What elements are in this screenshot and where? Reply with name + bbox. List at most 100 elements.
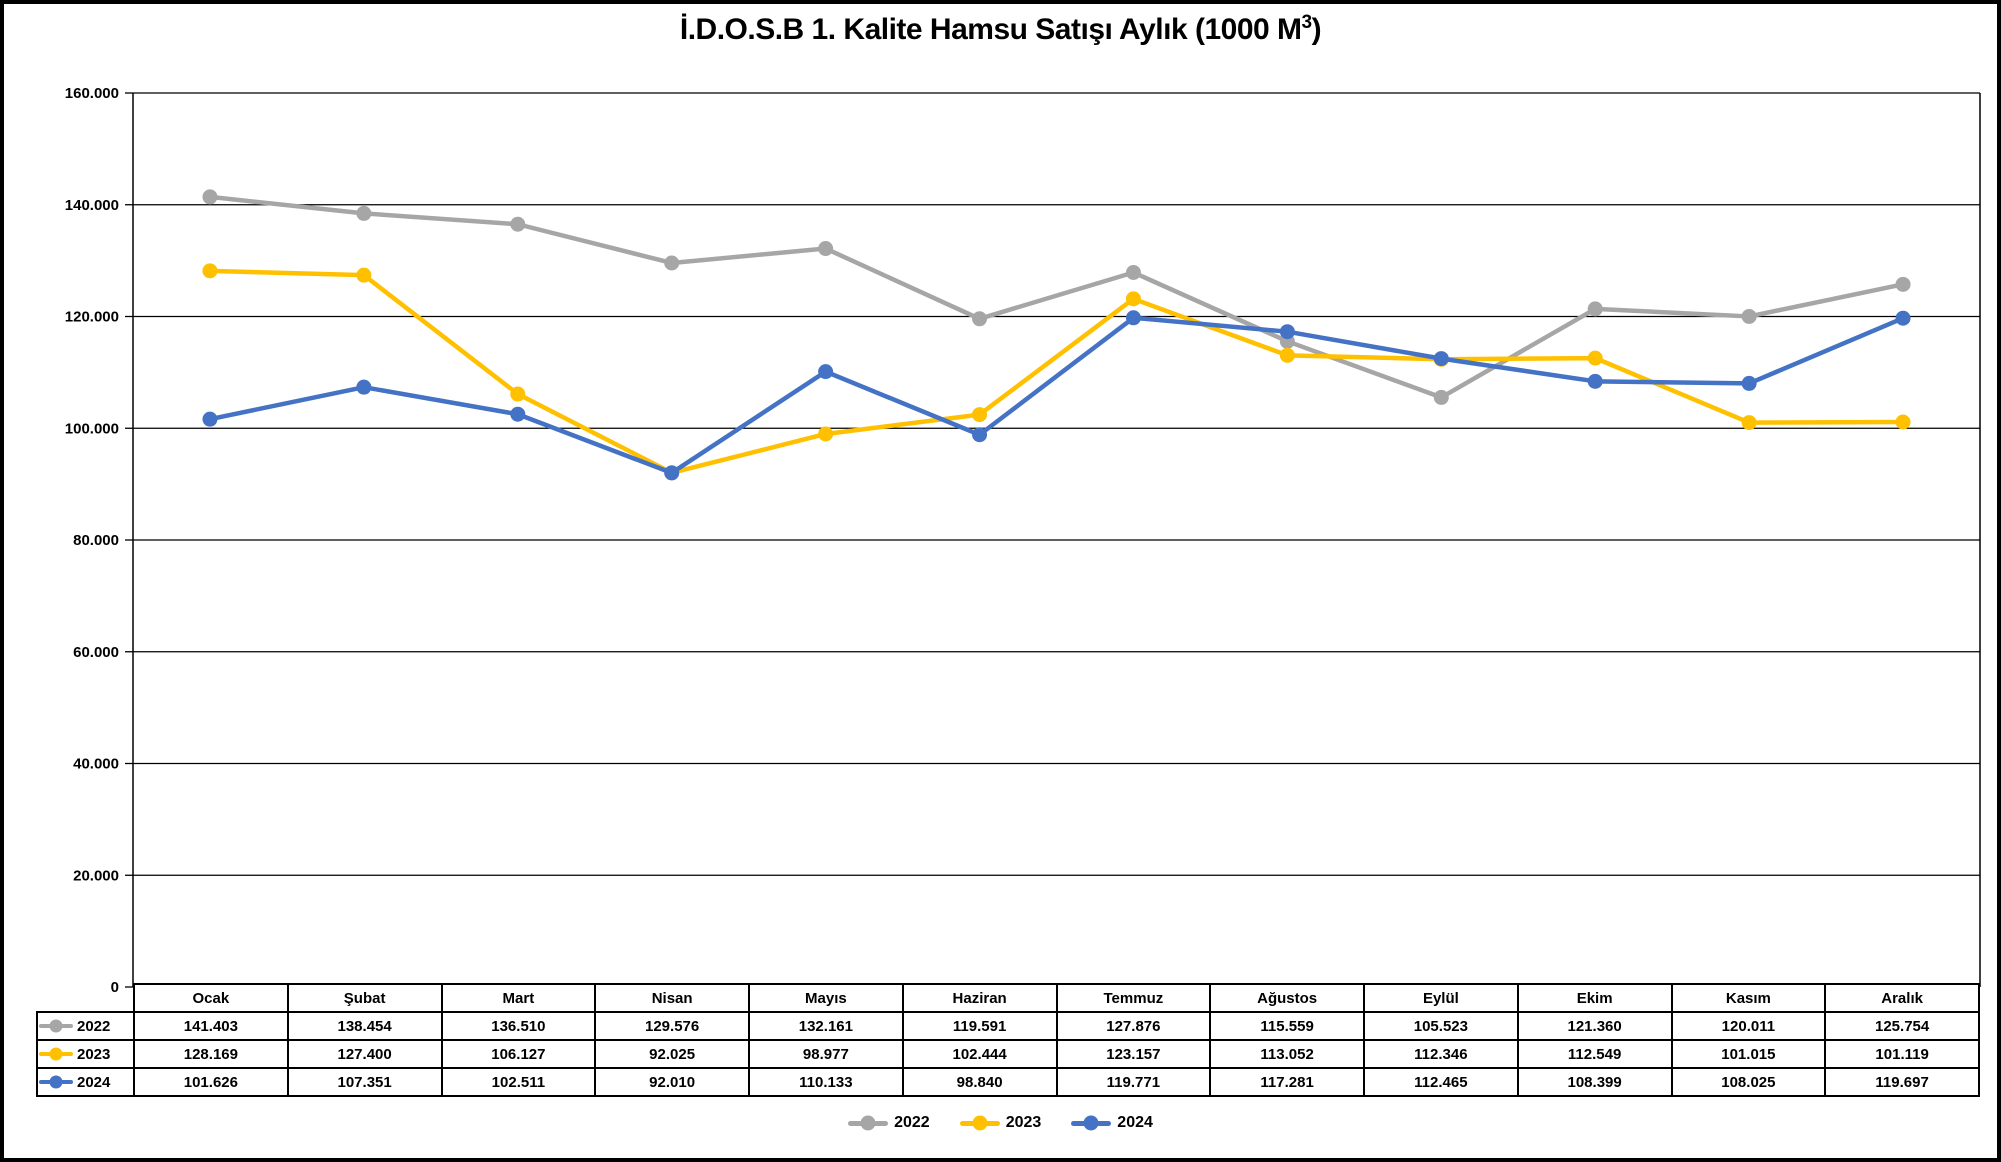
table-value: 119.697 [1824,1067,1980,1097]
month-header: Ocak [133,983,289,1013]
data-point-2023-Haziran [972,407,988,423]
data-point-2024-Şubat [356,379,372,395]
table-value: 127.400 [286,1039,443,1069]
data-point-2023-Kasım [1741,415,1757,431]
y-tick-label: 100.000 [65,420,119,437]
table-value: 132.161 [748,1011,904,1041]
table-value: 119.591 [901,1011,1058,1041]
data-point-2024-Ocak [202,411,218,427]
line-chart-plot: 0 20.000 40.000 60.000 80.000 100.000 120.000 1… [65,85,1981,996]
table-row-2023: 2023 128.169 127.400 106.127 92.025 98.9… [36,1039,1980,1069]
table-value: 112.346 [1363,1039,1519,1069]
table-value: 123.157 [1055,1039,1212,1069]
table-value: 108.399 [1516,1067,1673,1097]
legend-label: 2022 [894,1114,930,1131]
data-point-2023-Mart [510,386,526,402]
table-value: 128.169 [133,1039,289,1069]
data-point-2023-Ağustos [1279,347,1295,363]
y-tick-label: 40.000 [73,756,119,773]
chart-legend: 2022 2023 2024 [4,1114,1997,1132]
data-point-2024-Ekim [1587,373,1603,389]
data-point-2023-Aralık [1895,414,1911,430]
data-point-2024-Temmuz [1125,310,1141,326]
table-value: 138.454 [286,1011,443,1041]
month-header: Şubat [286,983,443,1013]
series-marker-icon [39,1080,73,1084]
data-point-2022-Eylül [1433,389,1449,405]
series-line-2023 [207,268,1906,476]
table-value: 101.015 [1670,1039,1827,1069]
data-point-2023-Temmuz [1125,291,1141,307]
month-header: Mayıs [748,983,904,1013]
table-value: 101.626 [133,1067,289,1097]
table-value: 98.977 [748,1039,904,1069]
y-tick-label: 80.000 [73,532,119,549]
table-value: 119.771 [1055,1067,1212,1097]
table-value: 98.840 [901,1067,1058,1097]
chart-title-text: İ.D.O.S.B 1. Kalite Hamsu Satışı Aylık (… [679,13,1302,46]
table-value: 115.559 [1209,1011,1365,1041]
y-tick-label: 120.000 [65,309,119,326]
table-row-2024: 2024 101.626 107.351 102.511 92.010 110.… [36,1067,1980,1097]
series-marker-icon [39,1024,73,1028]
data-point-2023-Mayıs [818,426,834,442]
series-key-2024: 2024 [36,1067,135,1097]
table-value: 110.133 [748,1067,904,1097]
y-tick-label: 160.000 [65,85,119,102]
table-value: 106.127 [440,1039,597,1069]
data-point-2022-Şubat [356,205,372,221]
chart-title: İ.D.O.S.B 1. Kalite Hamsu Satışı Aylık (… [4,12,1997,47]
table-value: 136.510 [440,1011,597,1041]
legend-marker-icon-2023 [959,1120,1000,1126]
data-point-2022-Temmuz [1125,264,1141,280]
data-point-2022-Kasım [1741,308,1757,324]
series-key-label: 2024 [77,1073,111,1091]
data-point-2024-Aralık [1895,310,1911,326]
month-header: Mart [440,983,597,1013]
legend-label: 2023 [1005,1114,1042,1131]
table-value: 108.025 [1670,1067,1827,1097]
month-header: Ekim [1516,983,1673,1013]
data-point-2024-Haziran [972,427,988,443]
table-value: 92.025 [594,1039,750,1069]
series-key-label: 2022 [77,1017,111,1035]
legend-item-2023: 2023 [959,1114,1042,1132]
table-row-2022: 2022 141.403 138.454 136.510 129.576 132… [36,1011,1980,1041]
data-point-2023-Ocak [202,263,218,279]
y-tick-label: 140.000 [65,197,119,214]
series-key-label: 2023 [77,1045,111,1063]
y-tick-label: 20.000 [73,867,119,884]
table-value: 129.576 [594,1011,750,1041]
data-point-2022-Aralık [1895,276,1911,292]
data-table: Ocak Şubat Mart Nisan Mayıs Haziran Temm… [36,983,1980,1097]
table-value: 101.119 [1824,1039,1980,1069]
data-point-2022-Mart [510,216,526,232]
series-key-2023: 2023 [36,1039,135,1069]
table-value: 102.444 [901,1039,1058,1069]
data-point-2024-Nisan [664,465,680,481]
data-point-2024-Eylül [1433,351,1449,367]
month-header-row: Ocak Şubat Mart Nisan Mayıs Haziran Temm… [37,983,1980,1013]
month-header: Nisan [594,983,750,1013]
table-value: 141.403 [133,1011,289,1041]
table-value: 120.011 [1670,1011,1827,1041]
data-point-2022-Mayıs [818,241,834,257]
data-point-2022-Ocak [202,189,218,205]
series-key-2022: 2022 [36,1011,135,1041]
table-value: 127.876 [1055,1011,1212,1041]
table-value: 121.360 [1516,1011,1673,1041]
legend-item-2022: 2022 [848,1114,930,1132]
table-value: 102.511 [440,1067,597,1097]
series-marker-icon [39,1052,73,1056]
month-header: Haziran [901,983,1058,1013]
month-header: Kasım [1670,983,1827,1013]
table-value: 117.281 [1209,1067,1365,1097]
series-line-2022 [207,194,1906,400]
table-value: 107.351 [286,1067,443,1097]
data-point-2024-Ağustos [1279,324,1295,340]
data-point-2023-Şubat [356,267,372,283]
data-point-2022-Haziran [972,311,988,327]
table-value: 105.523 [1363,1011,1519,1041]
legend-label: 2024 [1117,1114,1153,1131]
y-tick-label: 0 [111,979,119,996]
